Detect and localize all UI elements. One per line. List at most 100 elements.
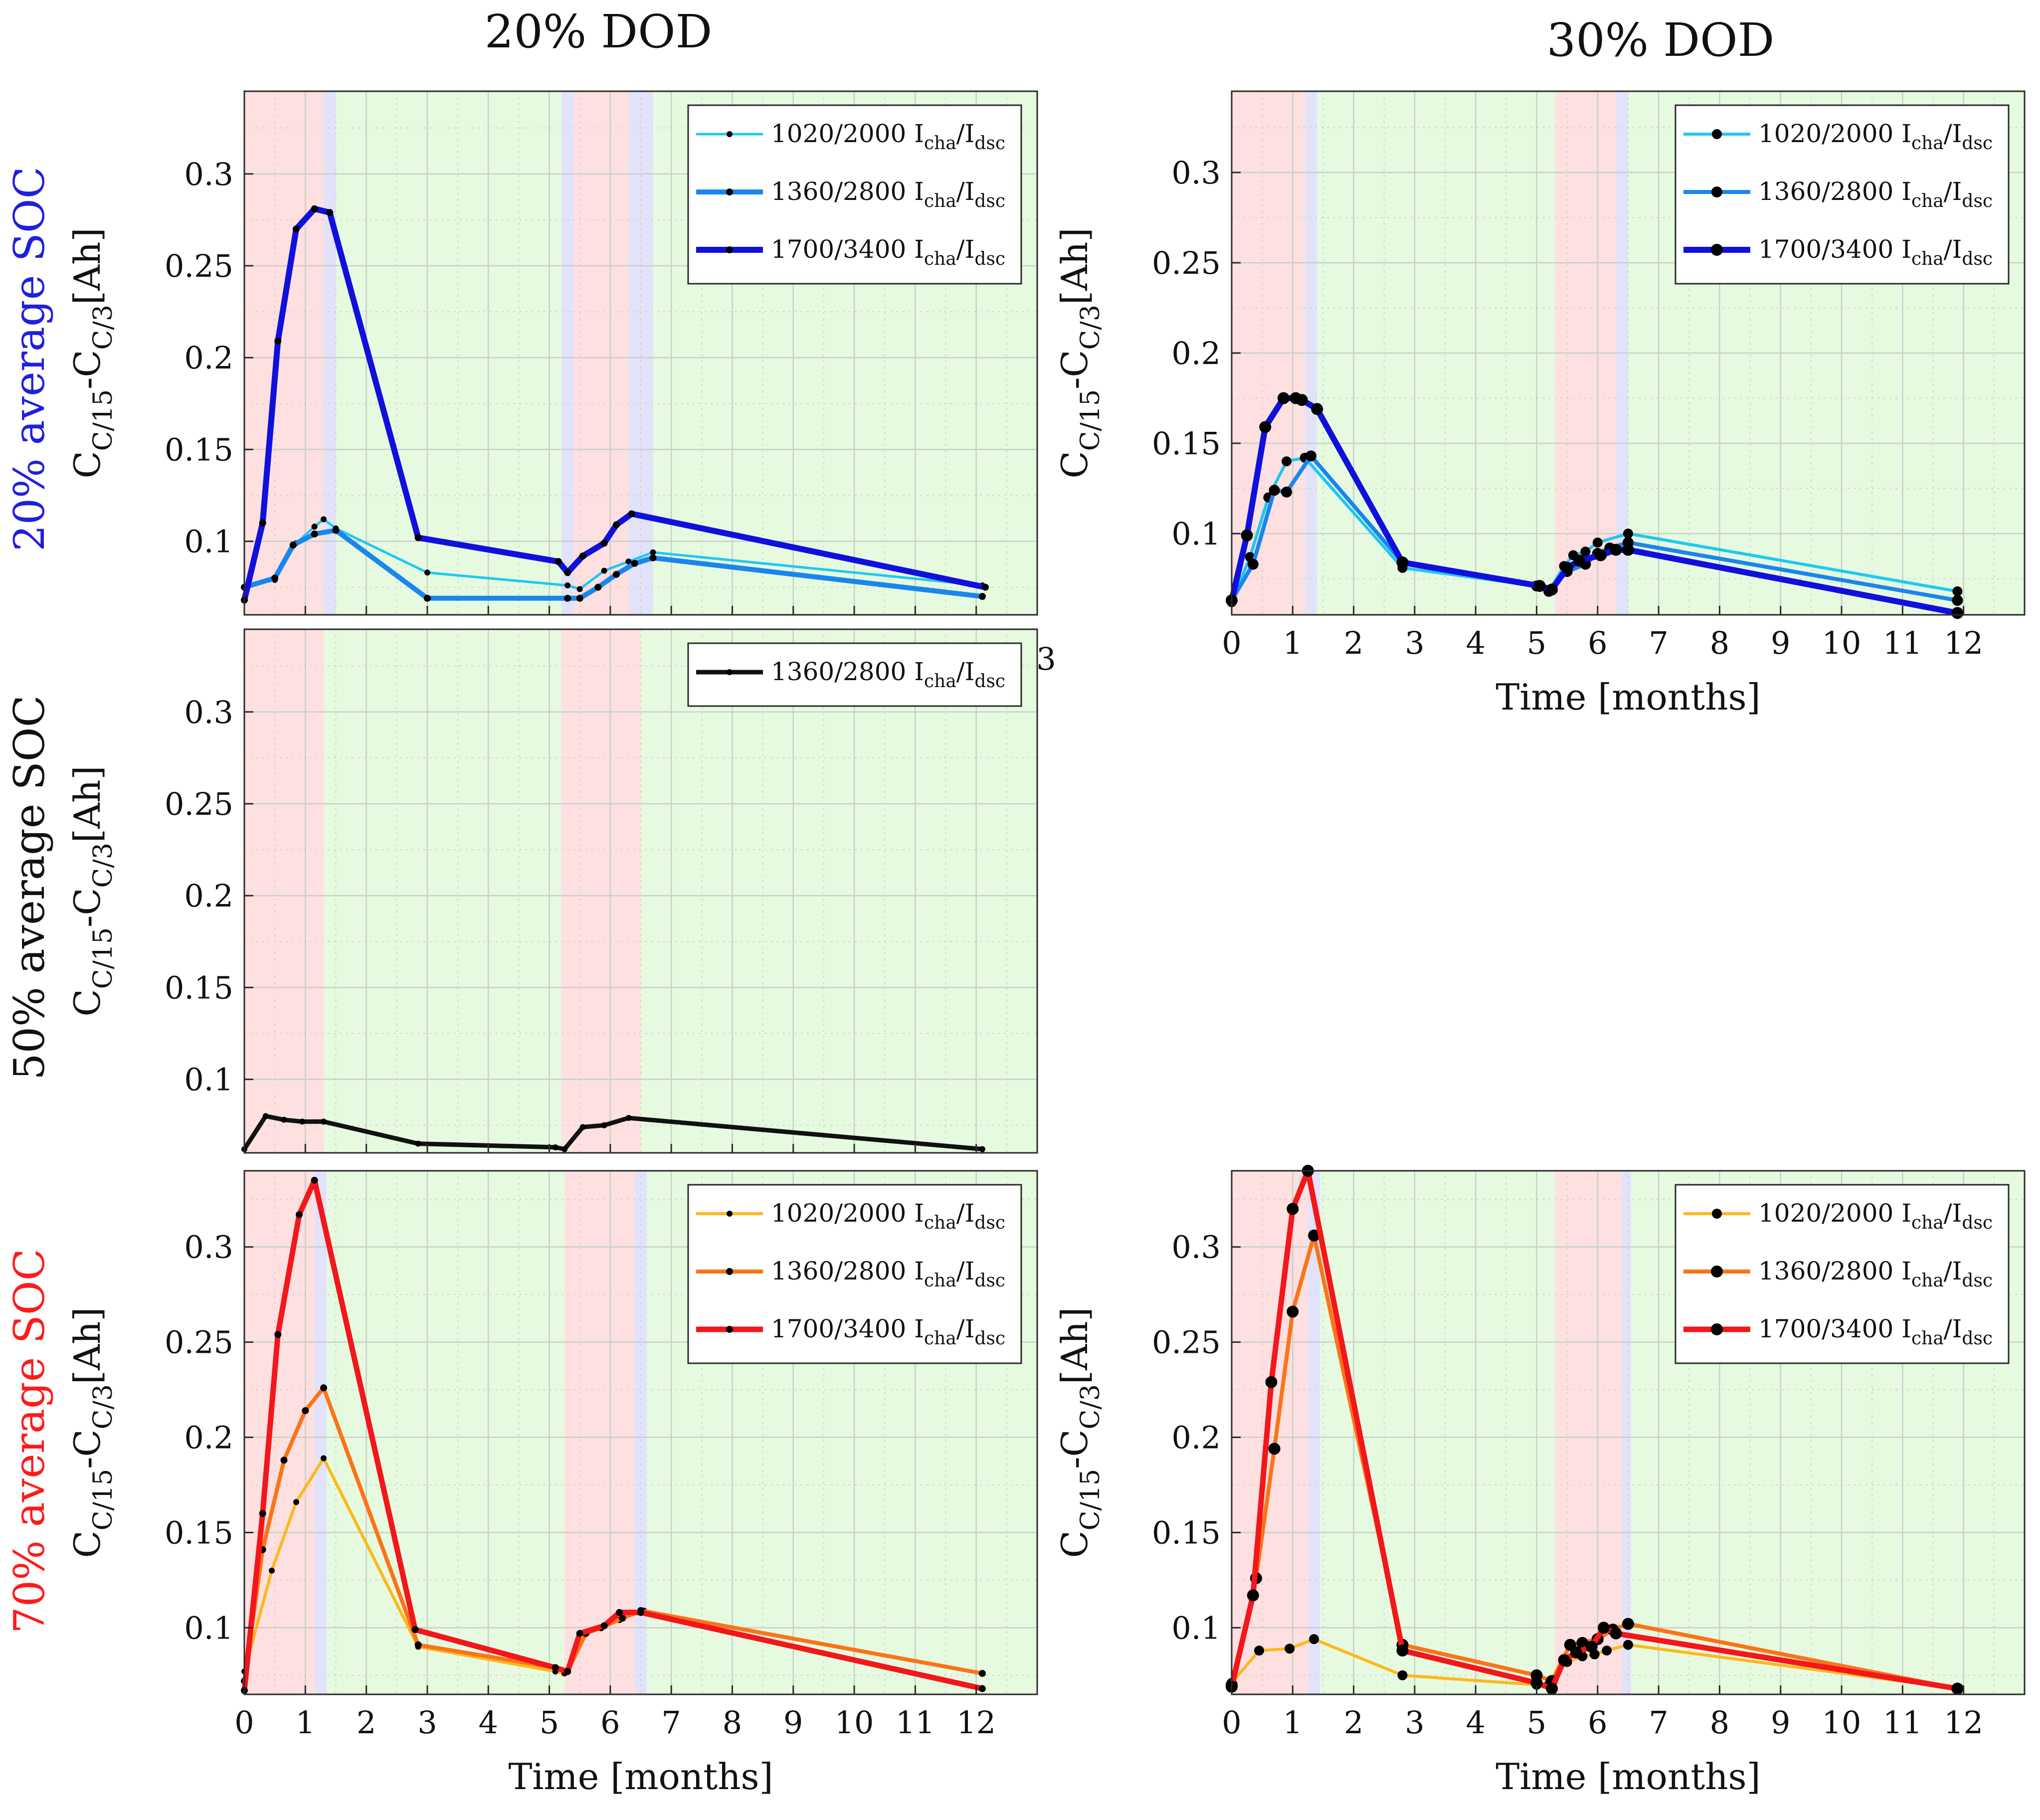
- phase-band-blue: [561, 91, 574, 615]
- data-point: [1570, 1646, 1583, 1658]
- legend-marker: [1711, 186, 1722, 197]
- legend-entry: 1700/3400 Icha/Idsc: [771, 1314, 1005, 1349]
- x-tick-label: 9: [783, 1704, 803, 1741]
- legend-marker: [1712, 1209, 1722, 1219]
- x-tick-label: 3: [417, 1704, 437, 1741]
- x-tick-label: 5: [1527, 1704, 1546, 1741]
- legend-marker: [726, 1268, 733, 1275]
- data-point: [1602, 1645, 1612, 1656]
- data-point: [564, 594, 571, 602]
- y-tick-label: 0.25: [1152, 245, 1221, 281]
- data-point: [269, 1567, 275, 1574]
- x-tick-label: 9: [1771, 1704, 1790, 1741]
- x-tick-label: 0: [234, 1704, 254, 1741]
- axes-frame: [243, 628, 1038, 1154]
- x-tick-label: 9: [1771, 625, 1790, 661]
- data-point: [1308, 1229, 1320, 1242]
- legend-marker: [727, 131, 733, 137]
- data-point: [1241, 529, 1253, 542]
- x-tick-label: 2: [357, 1704, 376, 1741]
- data-point: [552, 1144, 558, 1150]
- axes-frame: [1231, 1170, 2026, 1695]
- x-tick-label: 12: [956, 1704, 996, 1741]
- legend: 1360/2800 Icha/Idsc: [687, 642, 1022, 707]
- data-point: [1296, 394, 1308, 406]
- phase-band-green: [327, 1171, 565, 1694]
- data-point: [1952, 586, 1963, 596]
- x-tick-label: 5: [1527, 625, 1546, 661]
- data-point: [293, 1499, 299, 1505]
- y-tick-label: 0.2: [184, 1420, 233, 1456]
- data-point: [1561, 561, 1573, 574]
- data-point: [576, 586, 583, 592]
- data-point: [552, 1664, 559, 1671]
- data-point: [311, 530, 318, 538]
- x-tick-label: 4: [479, 1704, 498, 1741]
- data-point: [332, 527, 340, 534]
- x-tick-label: 6: [1588, 1704, 1607, 1741]
- legend-entry: 1020/2000 Icha/Idsc: [1758, 1199, 1993, 1233]
- x-tick-label: 11: [1883, 625, 1922, 661]
- stray-tick-label: 3: [1036, 641, 1056, 677]
- data-point: [1594, 549, 1607, 561]
- data-point: [978, 1670, 986, 1677]
- row-label-50-soc: 50% average SOC: [5, 695, 54, 1080]
- y-tick-label: 0.25: [165, 786, 233, 822]
- legend-entry: 1700/3400 Icha/Idsc: [1758, 1314, 1993, 1349]
- data-point: [289, 542, 297, 548]
- y-tick-label: 0.15: [165, 969, 233, 1006]
- y-axis-label: CC/15-CC/3[Ah]: [66, 766, 118, 1017]
- data-point: [564, 582, 571, 589]
- legend-entry: 1360/2800 Icha/Idsc: [771, 657, 1005, 692]
- y-tick-label: 0.2: [184, 878, 233, 914]
- data-point: [1397, 1670, 1408, 1680]
- data-point: [1265, 1376, 1278, 1388]
- x-tick-label: 1: [1283, 625, 1302, 661]
- data-point: [1254, 1645, 1265, 1656]
- x-tick-label: 12: [1944, 1704, 1983, 1741]
- x-tick-label: 4: [1466, 1704, 1485, 1741]
- series-line-1700-3400: [241, 205, 986, 601]
- data-point: [564, 1668, 571, 1675]
- legend-entry: 1020/2000 Icha/Idsc: [771, 1199, 1005, 1233]
- phase-band-green: [641, 629, 1037, 1153]
- legend-marker: [726, 1326, 733, 1333]
- legend-entry: 1700/3400 Icha/Idsc: [1758, 235, 1993, 269]
- legend: 1020/2000 Icha/Idsc 1360/2800 Icha/Idsc 17…: [687, 1184, 1022, 1364]
- phase-band-blue: [628, 91, 653, 615]
- col-title-20-dod: 20% DOD: [485, 5, 713, 58]
- x-tick-label: 10: [1822, 1704, 1861, 1741]
- y-tick-label: 0.3: [184, 1229, 233, 1266]
- y-tick-label: 0.2: [1171, 1420, 1221, 1456]
- data-point: [1305, 450, 1316, 462]
- y-tick-label: 0.15: [1152, 425, 1221, 462]
- data-point: [601, 1122, 607, 1128]
- x-tick-label: 1: [296, 1704, 315, 1741]
- row-label-20-soc: 20% average SOC: [5, 167, 54, 551]
- data-point: [600, 1622, 608, 1630]
- data-point: [1282, 456, 1292, 467]
- legend: 1020/2000 Icha/Idsc 1360/2800 Icha/Idsc 17…: [1674, 1184, 2010, 1364]
- data-point: [1610, 544, 1622, 556]
- legend-box: [687, 642, 1022, 707]
- data-point: [1277, 392, 1290, 404]
- y-tick-label: 0.25: [1152, 1324, 1221, 1361]
- x-tick-label: 8: [1710, 1704, 1729, 1741]
- data-point: [292, 225, 300, 233]
- legend: 1020/2000 Icha/Idsc 1360/2800 Icha/Idsc 17…: [687, 104, 1022, 285]
- data-point: [637, 1609, 644, 1616]
- data-point: [414, 534, 422, 542]
- data-point: [1951, 1682, 1964, 1695]
- data-point: [978, 1685, 986, 1692]
- y-axis-label: CC/15-CC/3[Ah]: [66, 1307, 118, 1558]
- y-tick-label: 0.25: [165, 248, 233, 284]
- data-point: [561, 1146, 568, 1152]
- data-point: [616, 1609, 623, 1616]
- data-point: [1580, 546, 1591, 557]
- data-point: [1573, 554, 1586, 567]
- legend-entry: 1360/2800 Icha/Idsc: [771, 177, 1005, 211]
- legend-marker: [1711, 1323, 1723, 1335]
